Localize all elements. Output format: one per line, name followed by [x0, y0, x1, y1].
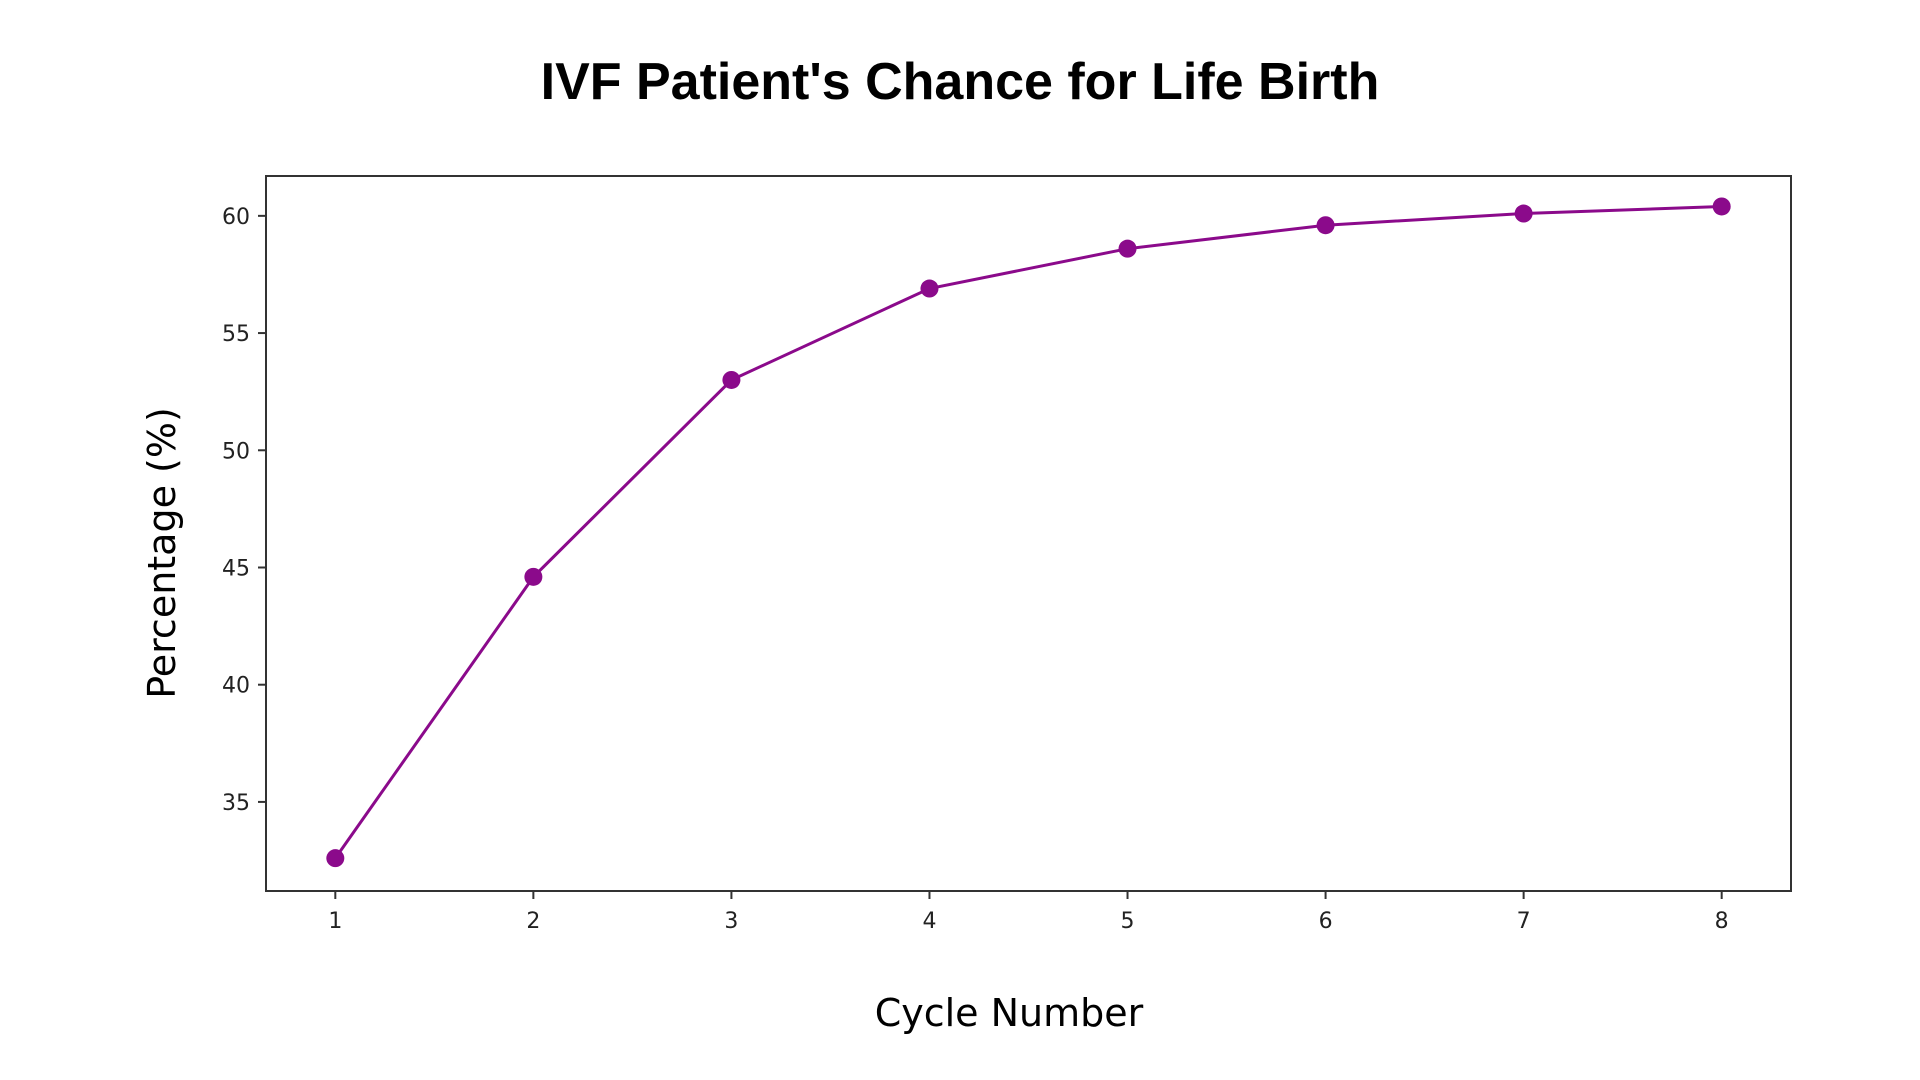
data-point [326, 849, 345, 868]
x-axis: 1 2 3 4 5 6 7 8 [328, 891, 1729, 934]
y-tick-label: 35 [222, 791, 250, 816]
x-tick-label: 8 [1715, 909, 1729, 934]
y-tick-label: 45 [222, 556, 250, 581]
data-point [1514, 204, 1533, 223]
series-line [334, 205, 1722, 860]
x-tick-label: 1 [328, 909, 342, 934]
x-tick-label: 4 [922, 909, 936, 934]
y-tick-label: 60 [222, 205, 250, 230]
data-point [524, 567, 543, 586]
plot-area-frame [265, 175, 1792, 892]
x-tick-label: 2 [526, 909, 540, 934]
y-tick-label: 55 [222, 322, 250, 347]
data-point [1316, 216, 1335, 235]
data-point [1118, 239, 1137, 258]
x-axis-title: Cycle Number [875, 991, 1144, 1035]
data-markers [326, 197, 1731, 868]
x-tick-label: 3 [724, 909, 738, 934]
data-point [722, 370, 741, 389]
data-point [1712, 197, 1731, 216]
data-point [920, 279, 939, 298]
y-axis-title: Percentage (%) [140, 407, 184, 699]
x-tick-label: 7 [1517, 909, 1531, 934]
y-tick-label: 40 [222, 674, 250, 699]
x-tick-label: 5 [1121, 909, 1135, 934]
x-tick-label: 6 [1319, 909, 1333, 934]
y-axis: 35 40 45 50 55 60 [222, 205, 266, 816]
chart-title: IVF Patient's Chance for Life Birth [540, 53, 1380, 111]
y-tick-label: 50 [222, 439, 250, 464]
